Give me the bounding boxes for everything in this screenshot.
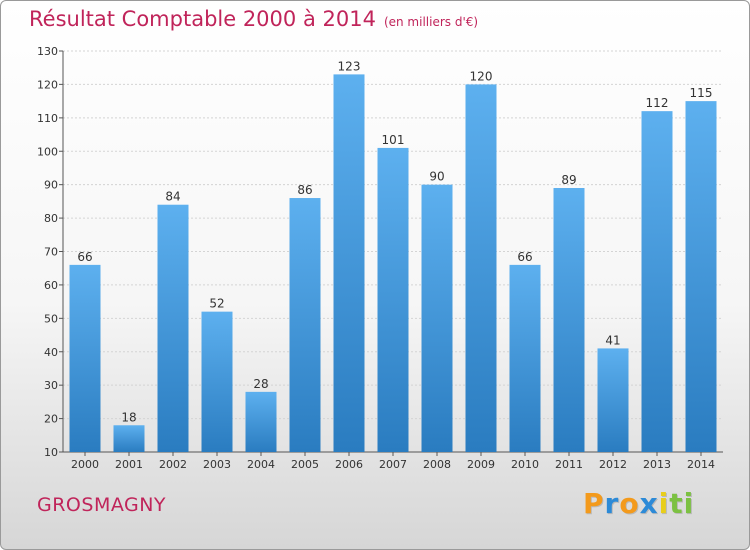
bar-2006 xyxy=(333,74,365,453)
bar-2010 xyxy=(509,264,541,452)
x-tick-label-2007: 2007 xyxy=(379,458,407,471)
data-label-2003: 52 xyxy=(209,297,224,311)
bar-2004 xyxy=(245,391,277,452)
bar-2014 xyxy=(685,101,717,452)
data-label-2012: 41 xyxy=(605,333,620,347)
bar-2009 xyxy=(465,84,497,453)
data-label-2000: 66 xyxy=(77,250,92,264)
proxiti-logo: Proxiti xyxy=(583,487,694,520)
data-label-2006: 123 xyxy=(338,59,361,73)
bar-2007 xyxy=(377,147,409,453)
logo-letter: x xyxy=(639,487,659,520)
y-tick-label: 110 xyxy=(37,112,58,125)
logo-letter: r xyxy=(604,487,620,520)
logo-letter: P xyxy=(583,487,605,520)
data-label-2001: 18 xyxy=(121,410,136,424)
x-tick-label-2013: 2013 xyxy=(643,458,671,471)
x-tick-label-2008: 2008 xyxy=(423,458,451,471)
data-label-2004: 28 xyxy=(253,377,268,391)
x-tick-label-2005: 2005 xyxy=(291,458,319,471)
bar-2000 xyxy=(69,264,101,452)
data-label-2005: 86 xyxy=(297,183,312,197)
y-tick-label: 20 xyxy=(44,413,58,426)
x-tick-label-2006: 2006 xyxy=(335,458,363,471)
x-tick-label-2012: 2012 xyxy=(599,458,627,471)
logo-letter: t xyxy=(669,487,684,520)
chart-subtitle: (en milliers d'€) xyxy=(383,15,479,29)
chart-title: Résultat Comptable 2000 à 2014 (en millie… xyxy=(29,7,478,31)
data-label-2008: 90 xyxy=(429,170,444,184)
bar-2011 xyxy=(553,188,585,452)
y-tick-label: 80 xyxy=(44,212,58,225)
y-tick-label: 50 xyxy=(44,312,58,325)
x-tick-label-2009: 2009 xyxy=(467,458,495,471)
bar-2005 xyxy=(289,198,321,452)
logo-letter: o xyxy=(619,487,640,520)
bar-2008 xyxy=(421,184,453,452)
bar-2001 xyxy=(113,425,145,452)
logo-letter: i xyxy=(683,487,695,520)
data-label-2014: 115 xyxy=(690,86,713,100)
y-tick-label: 100 xyxy=(37,145,58,158)
y-tick-label: 10 xyxy=(44,446,58,459)
data-label-2002: 84 xyxy=(165,190,180,204)
x-tick-label-2010: 2010 xyxy=(511,458,539,471)
y-tick-label: 70 xyxy=(44,246,58,259)
chart-title-text: Résultat Comptable 2000 à 2014 xyxy=(29,7,376,31)
x-tick-label-2014: 2014 xyxy=(687,458,715,471)
y-tick-label: 40 xyxy=(44,346,58,359)
y-tick-label: 60 xyxy=(44,279,58,292)
bar-2003 xyxy=(201,311,233,452)
y-tick-label: 120 xyxy=(37,78,58,91)
commune-name: GROSMAGNY xyxy=(37,494,167,516)
data-label-2010: 66 xyxy=(517,250,532,264)
data-label-2013: 112 xyxy=(646,96,669,110)
data-label-2007: 101 xyxy=(382,133,405,147)
bar-2002 xyxy=(157,204,189,452)
y-tick-label: 130 xyxy=(37,45,58,58)
x-tick-label-2004: 2004 xyxy=(247,458,275,471)
x-tick-label-2011: 2011 xyxy=(555,458,583,471)
x-tick-label-2002: 2002 xyxy=(159,458,187,471)
bar-2013 xyxy=(641,111,673,453)
x-tick-label-2003: 2003 xyxy=(203,458,231,471)
data-label-2011: 89 xyxy=(561,173,576,187)
x-tick-label-2001: 2001 xyxy=(115,458,143,471)
y-tick-label: 30 xyxy=(44,379,58,392)
data-label-2009: 120 xyxy=(470,69,493,83)
bar-2012 xyxy=(597,348,629,452)
logo-letter: i xyxy=(658,487,670,520)
y-tick-label: 90 xyxy=(44,179,58,192)
x-tick-label-2000: 2000 xyxy=(71,458,99,471)
